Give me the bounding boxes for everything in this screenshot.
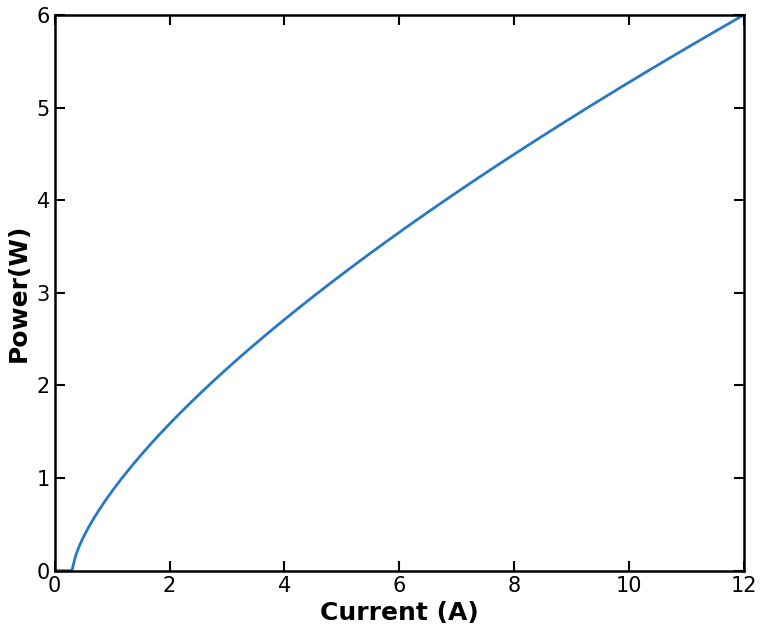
Y-axis label: Power(W): Power(W) [7,224,31,362]
X-axis label: Current (A): Current (A) [320,601,478,625]
